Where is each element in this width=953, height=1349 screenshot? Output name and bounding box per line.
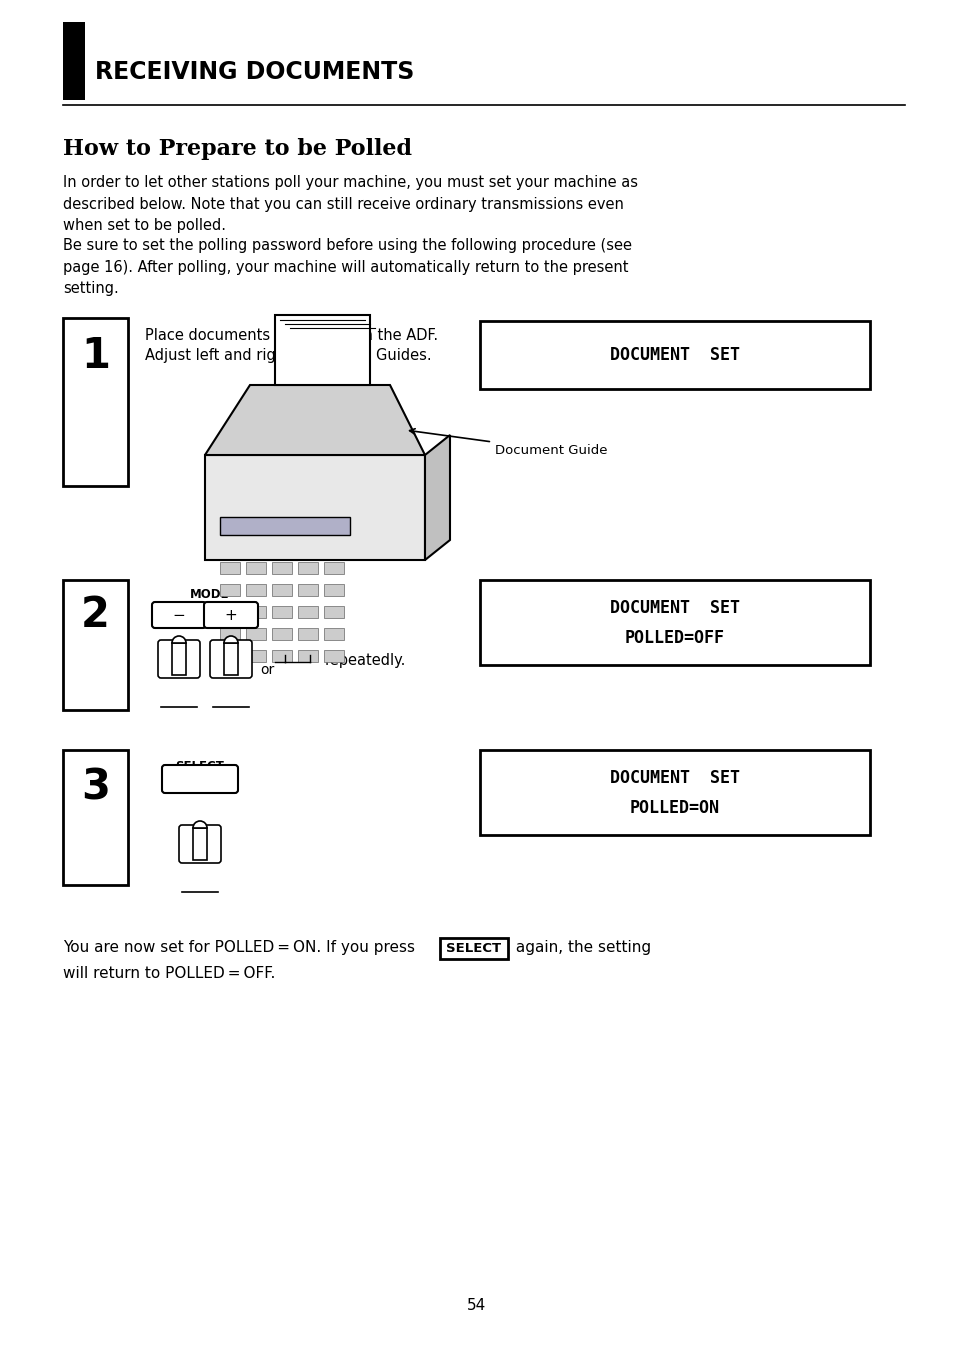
Bar	[272, 650, 292, 662]
Polygon shape	[274, 316, 370, 384]
Bar	[272, 629, 292, 639]
Polygon shape	[205, 384, 424, 455]
FancyBboxPatch shape	[179, 826, 221, 863]
Bar	[63, 318, 128, 486]
Wedge shape	[172, 635, 186, 643]
Text: 2: 2	[81, 594, 110, 635]
Bar	[324, 584, 344, 596]
Text: MODE: MODE	[190, 588, 230, 602]
Bar	[324, 650, 344, 662]
FancyBboxPatch shape	[152, 602, 206, 629]
Text: Place documents face down on the ADF.: Place documents face down on the ADF.	[145, 328, 437, 343]
FancyBboxPatch shape	[162, 765, 237, 793]
Polygon shape	[172, 643, 186, 674]
Bar	[220, 606, 240, 618]
Text: Adjust left and right Document Guides.: Adjust left and right Document Guides.	[145, 348, 431, 363]
Text: 1: 1	[81, 335, 110, 376]
Bar	[324, 563, 344, 575]
FancyBboxPatch shape	[204, 602, 257, 629]
Text: repeatedly.: repeatedly.	[325, 653, 406, 668]
Bar	[297, 629, 317, 639]
Polygon shape	[193, 828, 207, 861]
Text: How to Prepare to be Polled: How to Prepare to be Polled	[63, 138, 412, 161]
Bar	[220, 563, 240, 575]
FancyBboxPatch shape	[158, 639, 200, 679]
Bar	[220, 629, 240, 639]
Text: Be sure to set the polling password before using the following procedure (see
pa: Be sure to set the polling password befo…	[63, 237, 631, 297]
Bar	[246, 606, 266, 618]
Bar	[246, 584, 266, 596]
Text: 54: 54	[467, 1298, 486, 1313]
Text: +: +	[224, 607, 237, 622]
Text: RECEIVING DOCUMENTS: RECEIVING DOCUMENTS	[95, 59, 414, 84]
Text: −: −	[172, 607, 185, 622]
Bar	[479, 750, 869, 835]
Text: Document Guide: Document Guide	[409, 429, 607, 456]
Bar	[439, 938, 507, 959]
Bar	[63, 580, 128, 710]
Bar	[220, 650, 240, 662]
Bar	[246, 563, 266, 575]
Bar	[297, 584, 317, 596]
Text: DOCUMENT  SET: DOCUMENT SET	[609, 769, 740, 786]
Bar	[272, 606, 292, 618]
Bar	[479, 580, 869, 665]
Wedge shape	[193, 822, 207, 828]
Bar	[63, 22, 85, 100]
Bar	[272, 563, 292, 575]
Text: POLLED=OFF: POLLED=OFF	[624, 629, 724, 648]
Bar	[479, 321, 869, 389]
Bar	[297, 650, 317, 662]
Text: 3: 3	[81, 768, 110, 809]
Text: will return to POLLED = OFF.: will return to POLLED = OFF.	[63, 966, 275, 981]
Text: In order to let other stations poll your machine, you must set your machine as
d: In order to let other stations poll your…	[63, 175, 638, 233]
Bar	[246, 629, 266, 639]
Text: DOCUMENT  SET: DOCUMENT SET	[609, 599, 740, 616]
Bar	[220, 517, 350, 536]
Text: You are now set for POLLED = ON. If you press: You are now set for POLLED = ON. If you …	[63, 940, 419, 955]
Bar	[324, 606, 344, 618]
Bar	[63, 750, 128, 885]
Bar	[272, 584, 292, 596]
Text: DOCUMENT  SET: DOCUMENT SET	[609, 345, 740, 364]
Wedge shape	[224, 635, 237, 643]
Bar	[324, 629, 344, 639]
Bar	[246, 650, 266, 662]
Text: POLLED=ON: POLLED=ON	[629, 799, 720, 817]
Bar	[220, 584, 240, 596]
Text: SELECT: SELECT	[175, 759, 224, 773]
Bar	[297, 606, 317, 618]
Polygon shape	[205, 455, 424, 560]
Text: or: or	[260, 662, 274, 677]
FancyBboxPatch shape	[210, 639, 252, 679]
Polygon shape	[424, 434, 450, 560]
Text: again, the setting: again, the setting	[511, 940, 651, 955]
Bar	[297, 563, 317, 575]
Polygon shape	[224, 643, 237, 674]
Text: SELECT: SELECT	[446, 942, 501, 955]
